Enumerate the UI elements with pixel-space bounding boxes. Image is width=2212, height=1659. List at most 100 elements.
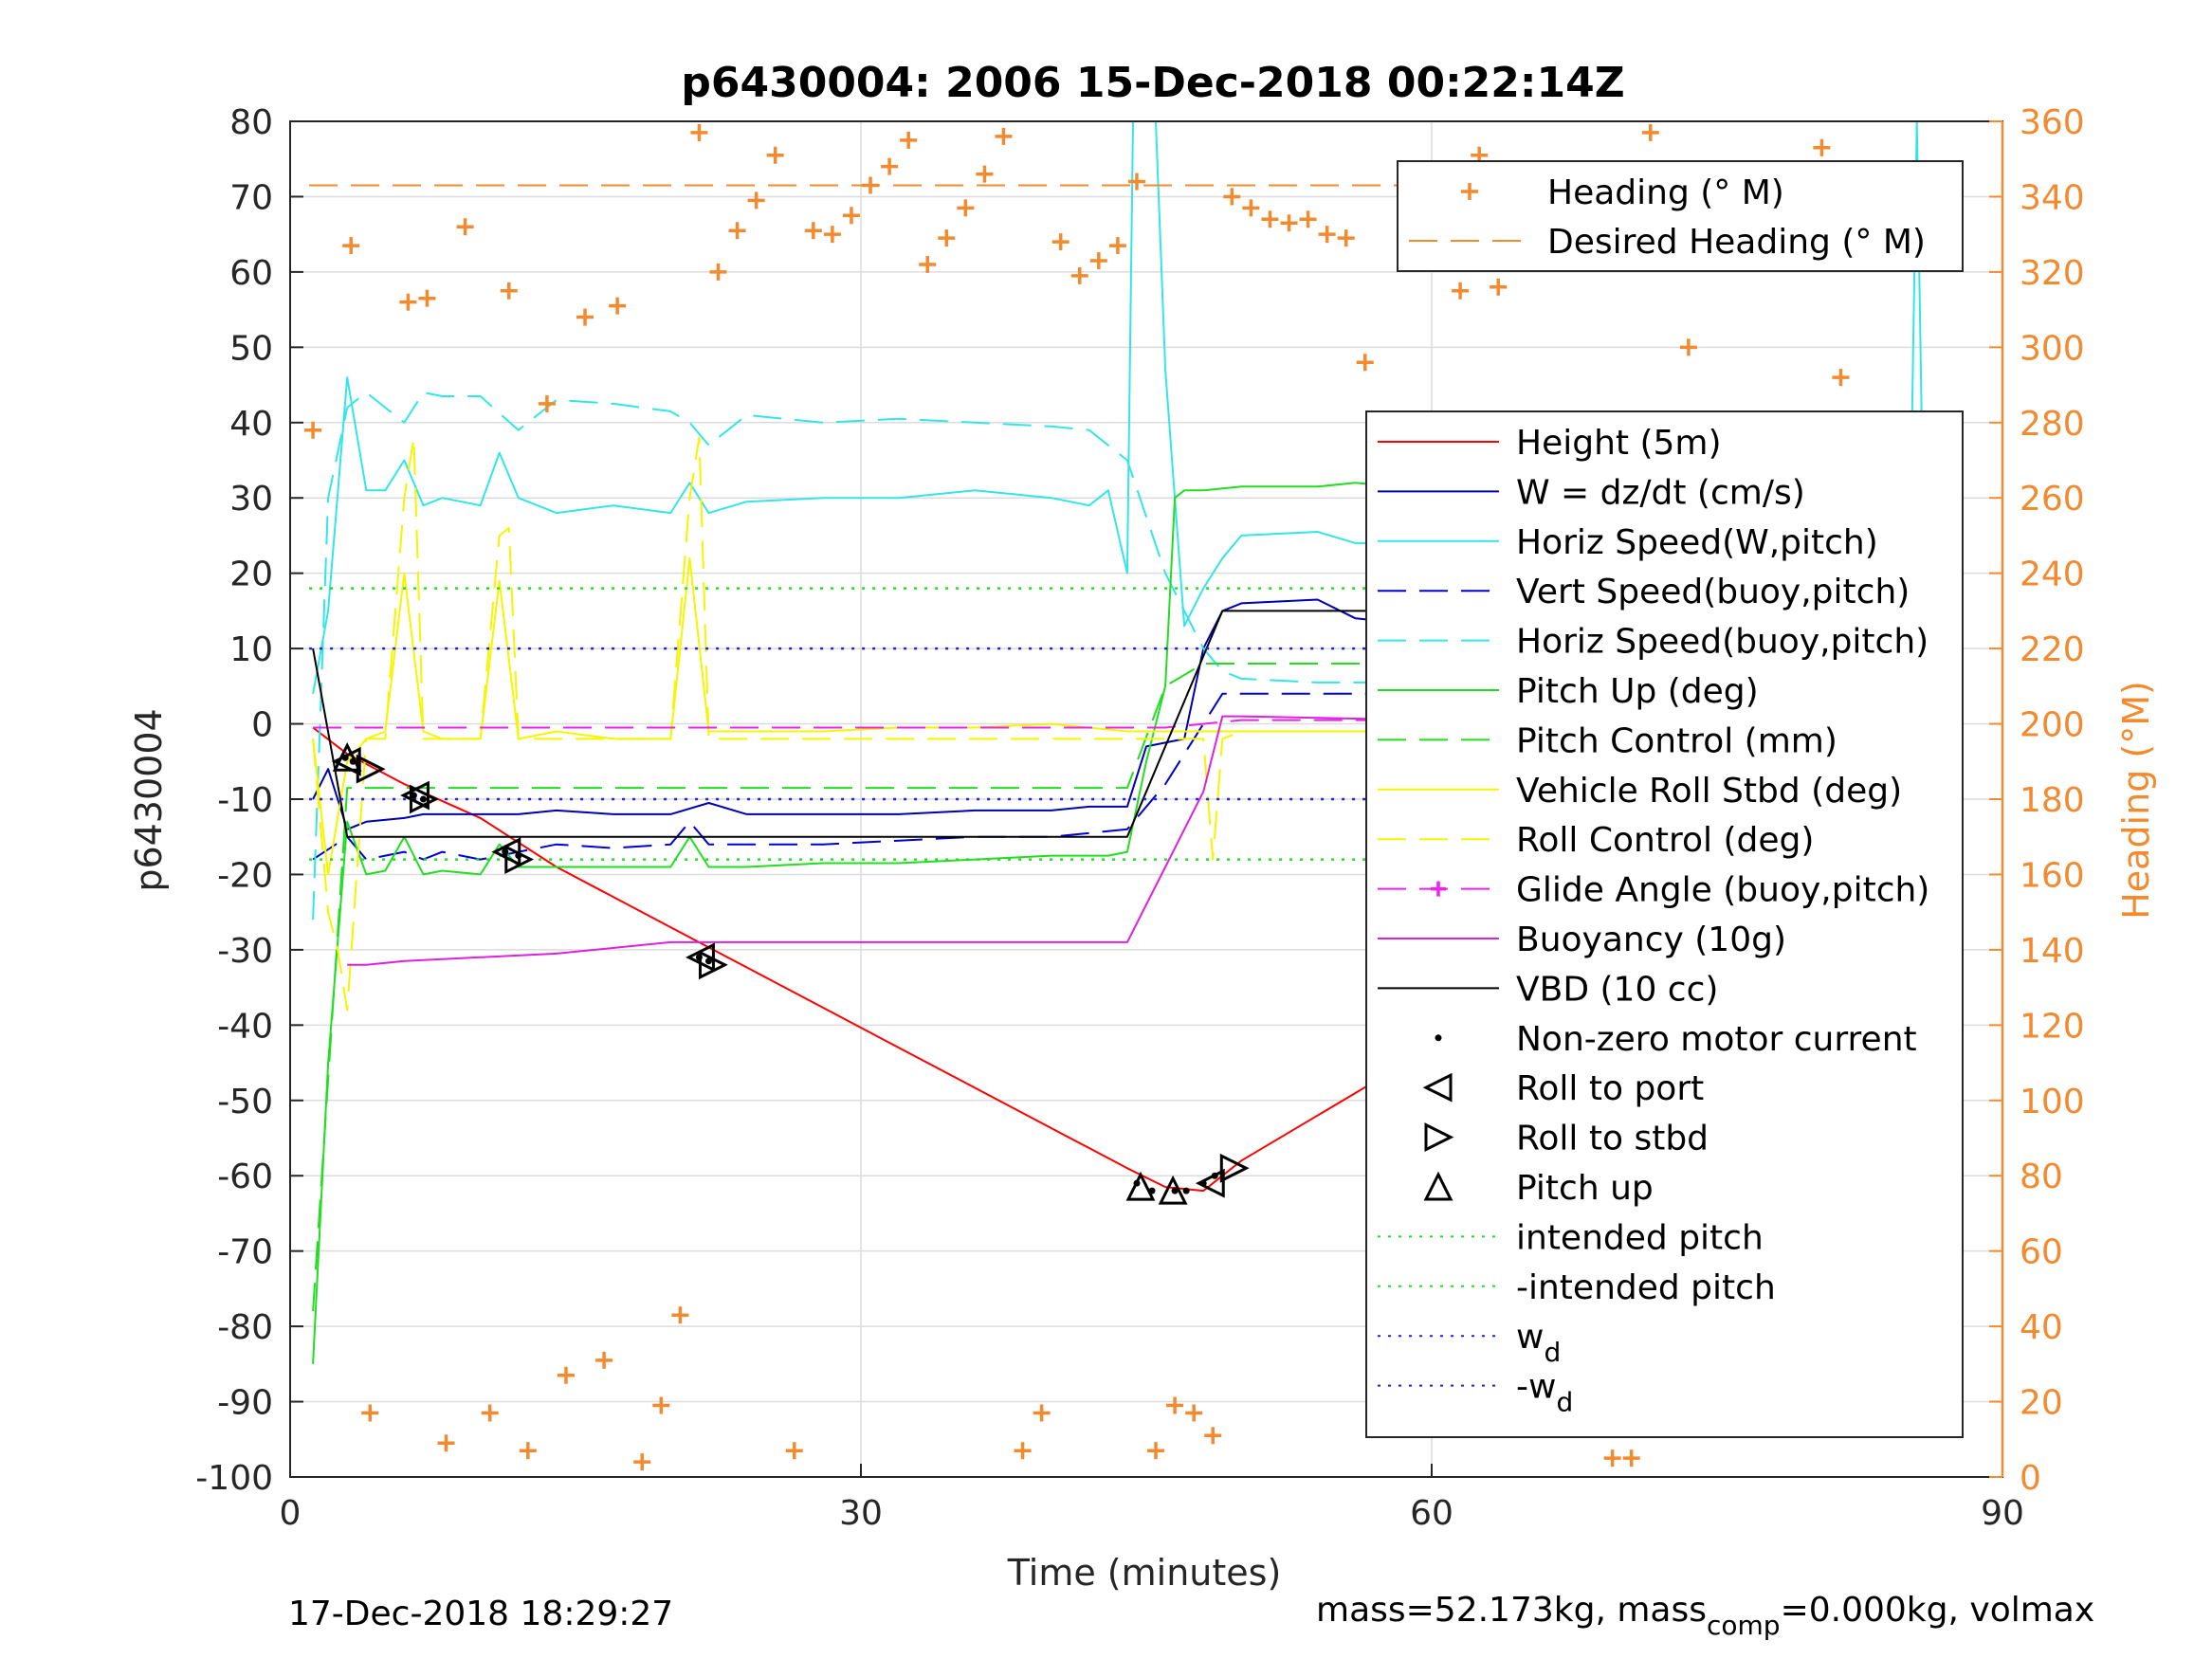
series-heading-m-point-35 (1014, 1442, 1032, 1460)
y-right-tick-label-11: 140 (2020, 932, 2085, 971)
series-heading-m-point-7 (481, 1404, 499, 1422)
y-tick-label-12: -40 (217, 1007, 273, 1046)
series-roll-to-stbd-point-4 (1219, 1153, 1250, 1183)
y-tick-label-5: 30 (229, 480, 273, 519)
x-tick-label-0: 0 (280, 1494, 302, 1533)
legend-main-entry-18-label-sub: d (1544, 1337, 1561, 1368)
y-tick-label-18: -100 (195, 1459, 273, 1498)
series-heading-m-point-0 (304, 421, 322, 439)
series-heading-m-point-27 (862, 176, 880, 194)
y-right-tick-label-4: 280 (2020, 405, 2085, 444)
y-right-tick-label-9: 180 (2020, 781, 2085, 820)
series-non-zero-motor-current-point-3 (419, 795, 427, 803)
series-heading-m-point-48 (1261, 210, 1279, 228)
y-axis-label-right: Heading (°M) (2115, 681, 2157, 920)
series-non-zero-motor-current-point-10 (1171, 1187, 1179, 1194)
legend-main-entry-13-label: Roll to port (1516, 1069, 1704, 1108)
y-right-tick-label-7: 220 (2020, 630, 2085, 669)
series-heading-m-point-17 (671, 1306, 689, 1324)
series-heading-m-point-21 (747, 191, 765, 210)
legend-main-entry-12-label: Non-zero motor current (1516, 1020, 1917, 1059)
y-right-tick-label-6: 240 (2020, 556, 2085, 594)
series-heading-m-point-38 (1070, 266, 1088, 284)
legend-main-entry-1-label: W = dz/dt (cm/s) (1516, 473, 1805, 512)
y-tick-label-14: -60 (217, 1158, 273, 1196)
y-tick-label-4: 40 (229, 405, 273, 444)
legend-main-entry-9-label: Glide Angle (buoy,pitch) (1516, 871, 1929, 910)
series-heading-m-point-6 (456, 218, 474, 236)
series-heading-m-point-26 (842, 207, 860, 225)
footer-mass-suffix: =0.000kg, volmax (1781, 1591, 2095, 1630)
series-heading-m-point-2 (361, 1404, 379, 1422)
series-roll-to-stbd-point-2 (504, 845, 535, 874)
series-heading-m-point-1 (342, 237, 360, 255)
legend-main: Height (5m) W = dz/dt (cm/s) Horiz Speed(W… (1365, 410, 1964, 1438)
series-heading-m-point-77 (1813, 138, 1831, 156)
series-heading-m-point-28 (881, 157, 899, 175)
legend-main-entry-5-label: Pitch Up (deg) (1516, 672, 1759, 711)
series-heading-m-point-9 (519, 1442, 537, 1460)
legend-main-entry-15-swatch (1423, 1171, 1453, 1201)
series-heading-m-point-30 (919, 255, 937, 273)
series-heading-m-point-37 (1051, 233, 1069, 251)
legend-main-entry-13-swatch (1422, 1072, 1453, 1103)
y-right-tick-label-18: 0 (2020, 1459, 2041, 1498)
legend-main-entry-10-label: Buoyancy (10g) (1516, 921, 1786, 959)
legend-main-entry-6-label: Pitch Control (mm) (1516, 721, 1837, 760)
series-pitch-up-point-1 (1125, 1171, 1156, 1201)
series-non-zero-motor-current-point-11 (1182, 1187, 1190, 1194)
legend-top-entry-0-label: Heading (° M) (1547, 173, 1784, 212)
series-pitch-up-point-0 (332, 741, 362, 772)
y-right-tick-label-15: 60 (2020, 1233, 2063, 1272)
footer-mass: mass=52.173kg, masscomp=0.000kg, volmax (1316, 1591, 2094, 1641)
y-right-tick-label-13: 100 (2020, 1083, 2085, 1121)
series-heading-m-point-58 (1452, 282, 1470, 300)
legend-heading: Heading (° M) Desired Heading (° M) (1397, 160, 1964, 272)
series-heading-m-point-34 (995, 127, 1013, 145)
series-non-zero-motor-current-point-7 (704, 957, 712, 965)
y-right-tick-label-17: 20 (2020, 1384, 2063, 1423)
y-tick-label-11: -30 (217, 932, 273, 971)
legend-main-entry-14-label: Roll to stbd (1516, 1120, 1709, 1158)
chart-title: p6430004: 2006 15-Dec-2018 00:22:14Z (681, 59, 1624, 107)
y-tick-label-9: -10 (217, 781, 273, 820)
y-tick-label-10: -20 (217, 856, 273, 895)
series-heading-m-point-4 (418, 289, 436, 307)
series-heading-m-point-12 (576, 308, 594, 326)
series-heading-m-point-51 (1318, 226, 1336, 244)
y-right-tick-label-2: 320 (2020, 254, 2085, 293)
series-heading-m-point-40 (1108, 237, 1126, 255)
legend-main-entry-0-label: Height (5m) (1516, 424, 1722, 463)
series-roll-to-port-point-4 (1195, 1168, 1225, 1198)
y-right-tick-label-12: 120 (2020, 1007, 2085, 1046)
series-heading-m-point-39 (1089, 251, 1107, 269)
series-heading-m-point-15 (633, 1453, 651, 1471)
series-heading-m-point-5 (437, 1434, 455, 1452)
series-heading-m-point-13 (595, 1351, 613, 1369)
legend-main-entry-15-label: Pitch up (1516, 1169, 1654, 1208)
y-tick-label-8: 0 (251, 706, 273, 745)
series-heading-m-point-42 (1147, 1442, 1165, 1460)
legend-main-entry-12-swatch (1435, 1034, 1442, 1042)
axes-layer: 0 30 60 9080706050403020100-10-20-30-40-50-… (195, 103, 2084, 1533)
legend-main-entry-7-label: Vehicle Roll Stbd (deg) (1516, 772, 1902, 811)
legend-main-entry-4-label: Horiz Speed(buoy,pitch) (1516, 623, 1929, 662)
y-right-tick-label-10: 160 (2020, 856, 2085, 895)
legend-main-entry-2-label: Horiz Speed(W,pitch) (1516, 523, 1878, 562)
series-heading-m-point-22 (766, 146, 784, 164)
series-heading-m-point-47 (1242, 199, 1260, 217)
series-heading-m-point-19 (709, 263, 727, 281)
y-tick-label-16: -80 (217, 1308, 273, 1347)
y-tick-label-13: -50 (217, 1083, 273, 1121)
legend-main-entry-14-swatch (1424, 1122, 1454, 1153)
series-heading-m-point-33 (976, 165, 994, 183)
y-tick-label-0: 80 (229, 103, 273, 142)
series-heading-m-point-31 (938, 229, 956, 247)
series-roll-to-stbd-point-3 (698, 950, 728, 980)
y-right-tick-label-3: 300 (2020, 329, 2085, 368)
y-tick-label-6: 20 (229, 556, 273, 594)
series-heading-m-point-67 (1622, 1449, 1640, 1468)
series-heading-m-point-36 (1033, 1404, 1051, 1422)
y-right-tick-label-0: 360 (2020, 103, 2085, 142)
